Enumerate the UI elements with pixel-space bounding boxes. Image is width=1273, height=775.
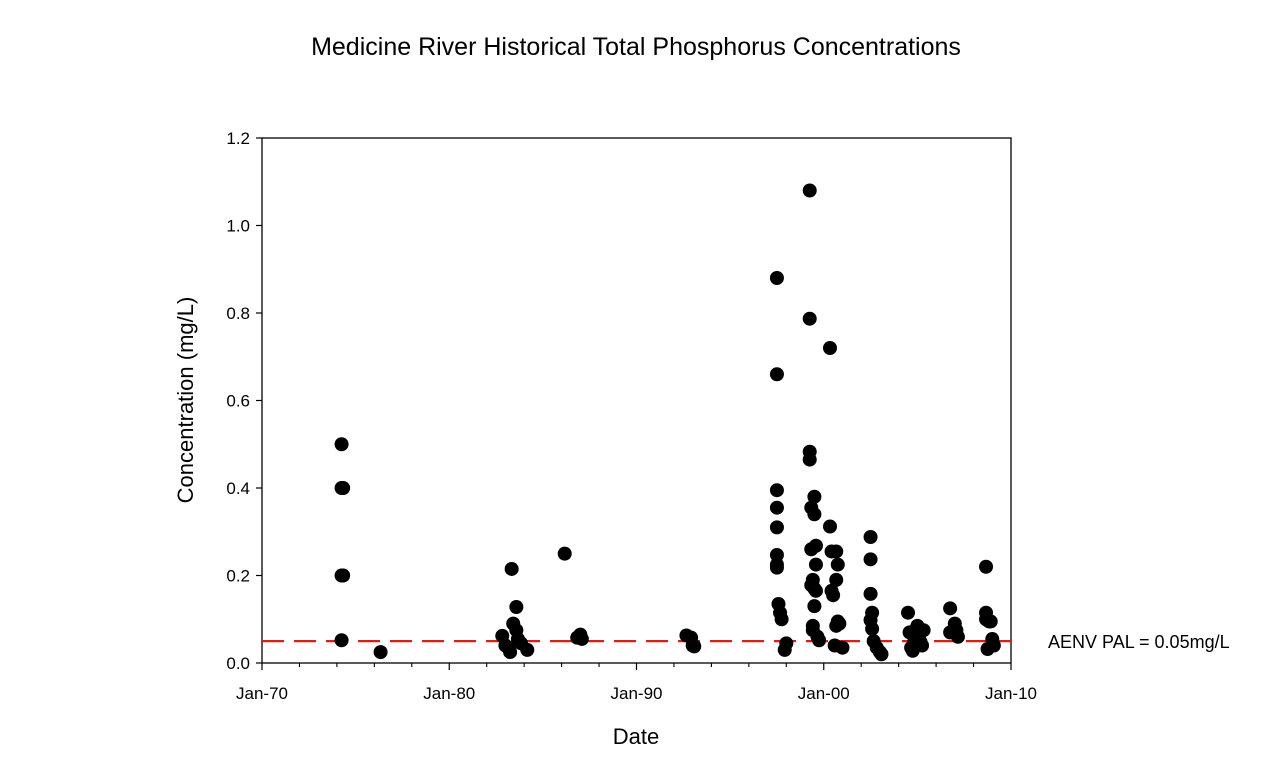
y-tick-label: 0.6 (226, 392, 250, 411)
x-tick-label: Jan-80 (423, 684, 475, 703)
y-tick-label: 0.8 (226, 304, 250, 323)
data-point (874, 647, 889, 662)
y-axis: 0.0 0.2 0.4 0.6 0.8 1.0 1.2 (226, 129, 262, 673)
y-tick-label: 0.2 (226, 567, 250, 586)
data-point (769, 520, 784, 535)
plot-area-frame (261, 137, 1012, 664)
data-point (901, 605, 916, 620)
x-tick-label: Jan-90 (611, 684, 663, 703)
data-point (830, 557, 845, 572)
data-point (808, 583, 823, 598)
data-point (807, 507, 822, 522)
data-point (769, 271, 784, 285)
data-point (520, 642, 535, 657)
data-point (336, 568, 351, 583)
x-tick-label: Jan-00 (798, 684, 850, 703)
y-tick-label: 1.2 (226, 129, 250, 148)
data-point (769, 483, 784, 498)
data-point (829, 572, 844, 587)
data-point (774, 612, 789, 627)
data-point (822, 519, 837, 534)
data-point (769, 560, 784, 575)
data-point (835, 640, 850, 655)
data-point (373, 645, 388, 660)
data-point (865, 621, 880, 636)
data-point (509, 600, 524, 614)
data-point (769, 367, 784, 382)
data-point (979, 559, 994, 574)
data-point (863, 586, 878, 601)
data-point (802, 183, 817, 198)
data-point (687, 639, 702, 654)
x-tick-label: Jan-10 (985, 684, 1037, 703)
data-point (808, 538, 823, 553)
data-point (808, 557, 823, 572)
data-point (334, 437, 349, 452)
data-point (802, 311, 817, 326)
data-point (986, 638, 1001, 653)
data-point (826, 588, 841, 603)
y-tick-label: 1.0 (226, 217, 250, 236)
data-point (769, 547, 784, 562)
data-point (983, 614, 998, 629)
data-point (915, 638, 930, 653)
data-point (574, 631, 589, 646)
data-point (822, 341, 837, 355)
x-axis: Jan-70 Jan-80 Jan-90 Jan-00 Jan-10 (236, 663, 1037, 703)
data-point (807, 489, 822, 504)
chart-title: Medicine River Historical Total Phosphor… (311, 33, 961, 61)
reference-line-label: AENV PAL = 0.05mg/L (1048, 632, 1230, 652)
data-points (334, 183, 1001, 662)
data-point (807, 599, 822, 614)
data-point (863, 530, 878, 544)
data-point (802, 452, 817, 467)
data-point (334, 633, 349, 648)
x-tick-label: Jan-70 (236, 684, 288, 703)
x-axis-title: Date (613, 724, 659, 749)
data-point (829, 544, 844, 559)
y-tick-label: 0.0 (226, 654, 250, 673)
data-point (950, 629, 965, 644)
data-point (832, 616, 847, 631)
data-point (557, 546, 572, 561)
data-point (336, 481, 351, 495)
data-point (779, 636, 794, 651)
data-point (504, 561, 519, 576)
data-point (943, 601, 958, 616)
data-point (916, 623, 931, 638)
y-axis-title: Concentration (mg/L) (173, 297, 198, 504)
y-tick-label: 0.4 (226, 479, 250, 498)
data-point (863, 552, 878, 567)
data-point (503, 645, 518, 660)
data-point (769, 500, 784, 515)
data-point (812, 633, 827, 648)
